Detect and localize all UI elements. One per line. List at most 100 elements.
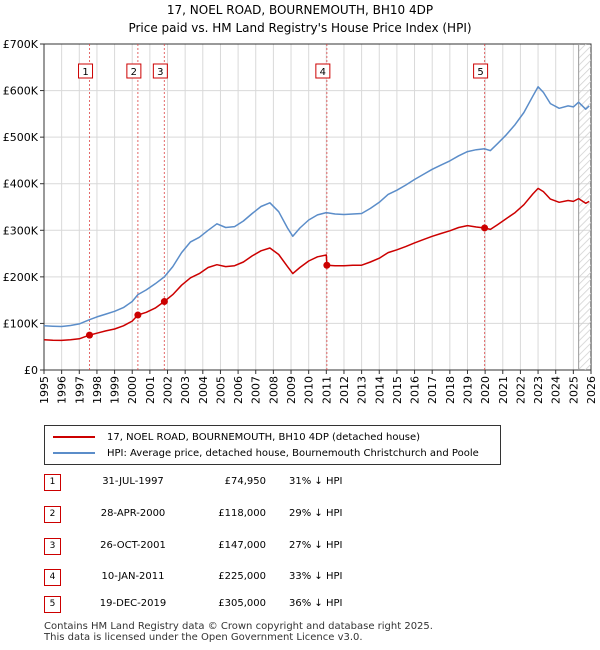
table-row: 1 31-JUL-1997 £74,950 31% ↓ HPI (44, 474, 384, 492)
price-chart: £0 £100K £200K £300K £400K £500K £600K £700K 19… (3, 38, 598, 404)
footer-licence: This data is licensed under the Open Gov… (44, 632, 363, 643)
x-tick-label: 2006 (232, 376, 245, 404)
sale-price: £74,950 (224, 476, 266, 487)
sale-hpi-diff: 31% ↓ HPI (289, 476, 343, 487)
legend-label-property: 17, NOEL ROAD, BOURNEMOUTH, BH10 4DP (de… (107, 431, 421, 443)
x-tick-label: 2009 (285, 376, 298, 404)
projection-hatch (578, 44, 591, 370)
legend-label-hpi: HPI: Average price, detached house, Bour… (107, 447, 479, 459)
x-tick-label: 2025 (567, 376, 580, 404)
footer-copyright: Contains HM Land Registry data © Crown c… (44, 621, 433, 632)
sale-box-4 (315, 63, 331, 79)
x-tick-label: 2021 (497, 376, 510, 404)
table-row: 3 26-OCT-2001 £147,000 27% ↓ HPI (44, 538, 384, 556)
sale-date: 10-JAN-2011 (101, 571, 165, 582)
x-axis: 1995 1996 1997 1998 1999 2000 2001 2002 2003 2004… (38, 370, 598, 404)
footer: Contains HM Land Registry data © Crown c… (44, 621, 433, 643)
x-tick-label: 2007 (250, 376, 263, 404)
x-tick-label: 2017 (426, 376, 439, 404)
x-tick-label: 1997 (73, 376, 86, 404)
x-tick-label: 1999 (109, 376, 122, 404)
x-tick-label: 2001 (144, 376, 157, 404)
legend-swatch-property (53, 436, 95, 438)
sale-box-label-3: 3 (157, 67, 163, 78)
sale-box-1 (78, 63, 94, 79)
x-tick-label: 2024 (550, 376, 563, 404)
legend-item-property: 17, NOEL ROAD, BOURNEMOUTH, BH10 4DP (de… (53, 430, 420, 444)
sale-number-badge: 3 (44, 538, 61, 555)
table-row: 5 19-DEC-2019 £305,000 36% ↓ HPI (44, 596, 384, 614)
x-tick-label: 2011 (320, 376, 333, 404)
x-tick-label: 2013 (356, 376, 369, 404)
table-row: 2 28-APR-2000 £118,000 29% ↓ HPI (44, 506, 384, 524)
sale-markers (89, 44, 486, 370)
x-tick-label: 2000 (126, 376, 139, 404)
x-tick-label: 2003 (179, 376, 192, 404)
sale-box-label-1: 1 (82, 67, 88, 78)
sale-point-4 (323, 261, 331, 269)
sale-hpi-diff: 36% ↓ HPI (289, 598, 343, 609)
sale-box-label-4: 4 (320, 67, 326, 78)
sale-price: £305,000 (218, 598, 266, 609)
sale-hpi-diff: 33% ↓ HPI (289, 571, 343, 582)
sale-date: 28-APR-2000 (100, 508, 166, 519)
y-tick-label: £0 (24, 364, 38, 377)
y-axis: £0 £100K £200K £300K £400K £500K £600K £700K (3, 38, 44, 377)
plot-area (43, 43, 592, 371)
y-tick-label: £400K (3, 178, 39, 191)
x-tick-label: 2014 (373, 376, 386, 404)
sale-box-5 (473, 63, 489, 79)
projection-area (578, 44, 591, 370)
y-tick-label: £500K (3, 131, 39, 144)
sale-point-2 (134, 311, 142, 319)
y-tick-label: £600K (3, 85, 39, 98)
sale-number-badge: 5 (44, 596, 61, 613)
series (43, 86, 590, 342)
y-tick-label: £200K (3, 271, 39, 284)
sale-date: 19-DEC-2019 (99, 598, 167, 609)
x-tick-label: 2022 (514, 376, 527, 404)
hpi-line (43, 86, 590, 328)
sale-point-3 (160, 298, 168, 306)
x-tick-label: 2002 (162, 376, 175, 404)
sale-price: £118,000 (218, 508, 266, 519)
chart-title: 17, NOEL ROAD, BOURNEMOUTH, BH10 4DP (166, 3, 434, 17)
legend-swatch-hpi (53, 452, 95, 454)
sale-number-badge: 4 (44, 569, 61, 586)
legend: 17, NOEL ROAD, BOURNEMOUTH, BH10 4DP (de… (44, 425, 501, 465)
sale-box-3 (152, 63, 168, 79)
x-tick-label: 2010 (303, 376, 316, 404)
sale-price: £147,000 (218, 540, 266, 551)
sale-box-2 (126, 63, 142, 79)
x-tick-label: 2008 (267, 376, 280, 404)
x-tick-label: 2018 (444, 376, 457, 404)
x-tick-label: 2020 (479, 376, 492, 404)
sale-number-badge: 2 (44, 506, 61, 523)
sale-point-5 (481, 224, 489, 232)
x-tick-label: 1995 (38, 376, 51, 404)
x-tick-label: 2015 (391, 376, 404, 404)
x-tick-label: 2019 (461, 376, 474, 404)
sale-box-label-2: 2 (131, 67, 137, 78)
sale-points (86, 224, 489, 339)
x-tick-label: 1996 (56, 376, 69, 404)
sale-number-badge: 1 (44, 474, 61, 491)
y-tick-label: £300K (3, 224, 39, 237)
sale-date: 26-OCT-2001 (100, 540, 166, 551)
sale-labels: 1 2 3 4 5 (78, 63, 489, 79)
x-tick-label: 1998 (91, 376, 104, 404)
x-tick-label: 2016 (409, 376, 422, 404)
chart-subtitle: Price paid vs. HM Land Registry's House … (128, 21, 472, 35)
y-tick-label: £700K (3, 38, 39, 51)
x-tick-label: 2004 (197, 376, 210, 404)
x-tick-label: 2012 (338, 376, 351, 404)
table-row: 4 10-JAN-2011 £225,000 33% ↓ HPI (44, 569, 384, 587)
x-tick-label: 2026 (585, 376, 598, 404)
sale-hpi-diff: 29% ↓ HPI (289, 508, 343, 519)
grid (43, 43, 592, 371)
sale-hpi-diff: 27% ↓ HPI (289, 540, 343, 551)
property-price-line (43, 187, 590, 342)
x-tick-label: 2023 (532, 376, 545, 404)
x-tick-label: 2005 (214, 376, 227, 404)
legend-item-hpi: HPI: Average price, detached house, Bour… (53, 446, 479, 460)
